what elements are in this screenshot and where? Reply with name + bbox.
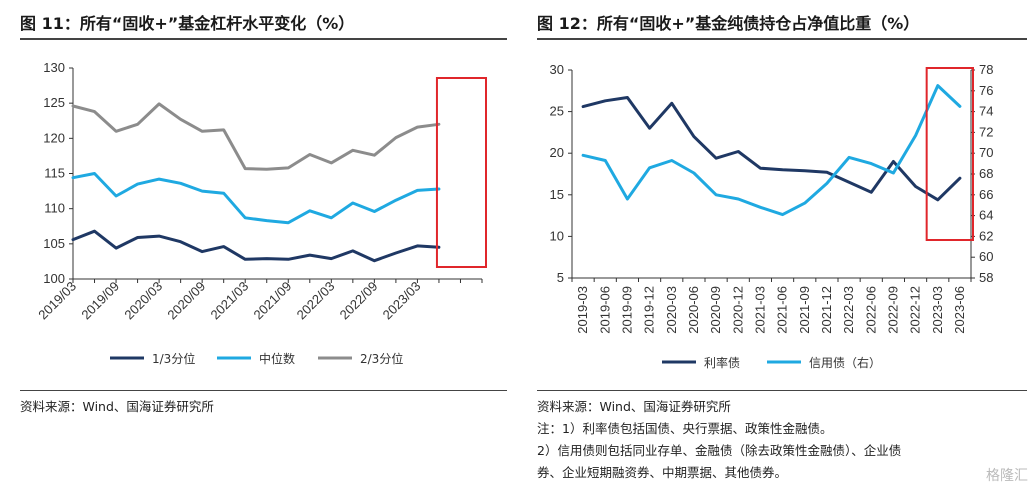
y-right-tick-label: 74 — [979, 104, 993, 119]
x-tick-label: 2021-09 — [797, 286, 812, 334]
x-tick-label: 2019-03 — [575, 286, 590, 334]
x-tick-label: 2020-03 — [664, 286, 679, 334]
legend-label-2: 中位数 — [259, 351, 295, 366]
y-left-tick-label: 5 — [557, 270, 564, 285]
y-right-tick-label: 68 — [979, 166, 993, 181]
y-tick-label: 120 — [43, 130, 65, 145]
x-tick-label: 2023-03 — [930, 286, 945, 334]
right-chart: 5 10 15 20 25 30 58 60 62 64 66 68 70 72 74 76 78 2019-03… — [550, 62, 994, 370]
y-right-tick-label: 78 — [979, 62, 993, 77]
left-source-rule — [20, 390, 507, 391]
series-line-3 — [71, 102, 441, 171]
x-tick-label: 2020-12 — [730, 286, 745, 334]
x-tick-label: 2021/09 — [251, 279, 295, 323]
x-tick-label: 2021/03 — [207, 279, 251, 323]
legend-label-2: 信用债（右） — [809, 355, 881, 370]
x-tick-label: 2020/09 — [164, 279, 208, 323]
x-tick-label: 2019/09 — [78, 279, 122, 323]
y-tick-label: 125 — [43, 95, 65, 110]
series-line-2 — [71, 172, 441, 225]
highlight-box — [925, 67, 974, 241]
y-right-tick-label: 70 — [979, 145, 993, 160]
right-note-1: 注：1）利率债包括国债、央行票据、政策性金融债。 — [537, 421, 833, 436]
right-note-2: 2）信用债则包括同业存单、金融债（除去政策性金融债）、企业债 — [537, 443, 902, 458]
x-tick-label: 2021-12 — [819, 286, 834, 334]
right-source-rule — [537, 390, 1027, 391]
watermark: 格隆汇 — [986, 468, 1028, 484]
series-line-1 — [71, 229, 441, 263]
highlight-box — [435, 77, 487, 268]
y-right-tick-label: 72 — [979, 124, 993, 139]
y-tick-label: 100 — [43, 271, 65, 286]
left-title-rule — [20, 38, 507, 40]
right-note-3: 券、企业短期融资券、中期票据、其他债券。 — [537, 465, 788, 480]
legend-label-1: 1/3分位 — [152, 351, 195, 366]
x-tick-label: 2023-06 — [952, 286, 967, 334]
x-tick-label: 2022/03 — [294, 279, 338, 323]
series-line-2 — [581, 84, 962, 217]
x-tick-label: 2019-06 — [597, 286, 612, 334]
series-line-1 — [581, 96, 962, 202]
y-tick-label: 115 — [44, 166, 65, 181]
x-tick-label: 2022-12 — [908, 286, 923, 334]
y-left-tick-label: 25 — [550, 104, 564, 119]
y-left-tick-label: 10 — [550, 228, 564, 243]
right-title-rule — [537, 38, 1027, 40]
right-chart-title: 图 12：所有“固收+”基金纯债持仓占净值比重（%） — [537, 14, 920, 33]
legend-label-3: 2/3分位 — [360, 351, 403, 366]
x-tick-label: 2020/03 — [121, 279, 165, 323]
right-panel: 图 12：所有“固收+”基金纯债持仓占净值比重（%） 5 10 15 20 25 30 58… — [517, 0, 1034, 491]
x-tick-label: 2023/03 — [380, 279, 424, 323]
y-right-tick-label: 60 — [979, 249, 993, 264]
left-panel: 图 11：所有“固收+”基金杠杆水平变化（%） 100 105 110 115 120 1… — [20, 14, 507, 414]
x-tick-label: 2022-06 — [863, 286, 878, 334]
y-tick-label: 105 — [43, 236, 65, 251]
x-tick-label: 2021-03 — [752, 286, 767, 334]
x-tick-label: 2020-06 — [686, 286, 701, 334]
y-left-tick-label: 15 — [550, 187, 564, 202]
y-right-tick-label: 64 — [979, 208, 993, 223]
y-right-tick-label: 66 — [979, 187, 993, 202]
left-source: 资料来源：Wind、国海证券研究所 — [20, 399, 214, 414]
x-tick-label: 2021-06 — [775, 286, 790, 334]
y-right-tick-label: 58 — [979, 270, 993, 285]
y-tick-label: 130 — [43, 60, 65, 75]
x-tick-label: 2022/09 — [337, 279, 381, 323]
y-right-tick-label: 62 — [979, 228, 993, 243]
y-right-tick-label: 76 — [979, 83, 993, 98]
y-left-tick-label: 20 — [550, 145, 564, 160]
x-tick-label: 2019-09 — [619, 286, 634, 334]
left-chart-title: 图 11：所有“固收+”基金杠杆水平变化（%） — [20, 14, 355, 33]
x-tick-label: 2020-09 — [708, 286, 723, 334]
legend-label-1: 利率债 — [704, 355, 740, 370]
x-tick-label: 2022-03 — [841, 286, 856, 334]
x-tick-label: 2022-09 — [885, 286, 900, 334]
x-tick-label: 2019-12 — [642, 286, 657, 334]
right-source: 资料来源：Wind、国海证券研究所 — [537, 399, 731, 414]
y-left-tick-label: 30 — [550, 62, 564, 77]
y-tick-label: 110 — [44, 201, 65, 216]
